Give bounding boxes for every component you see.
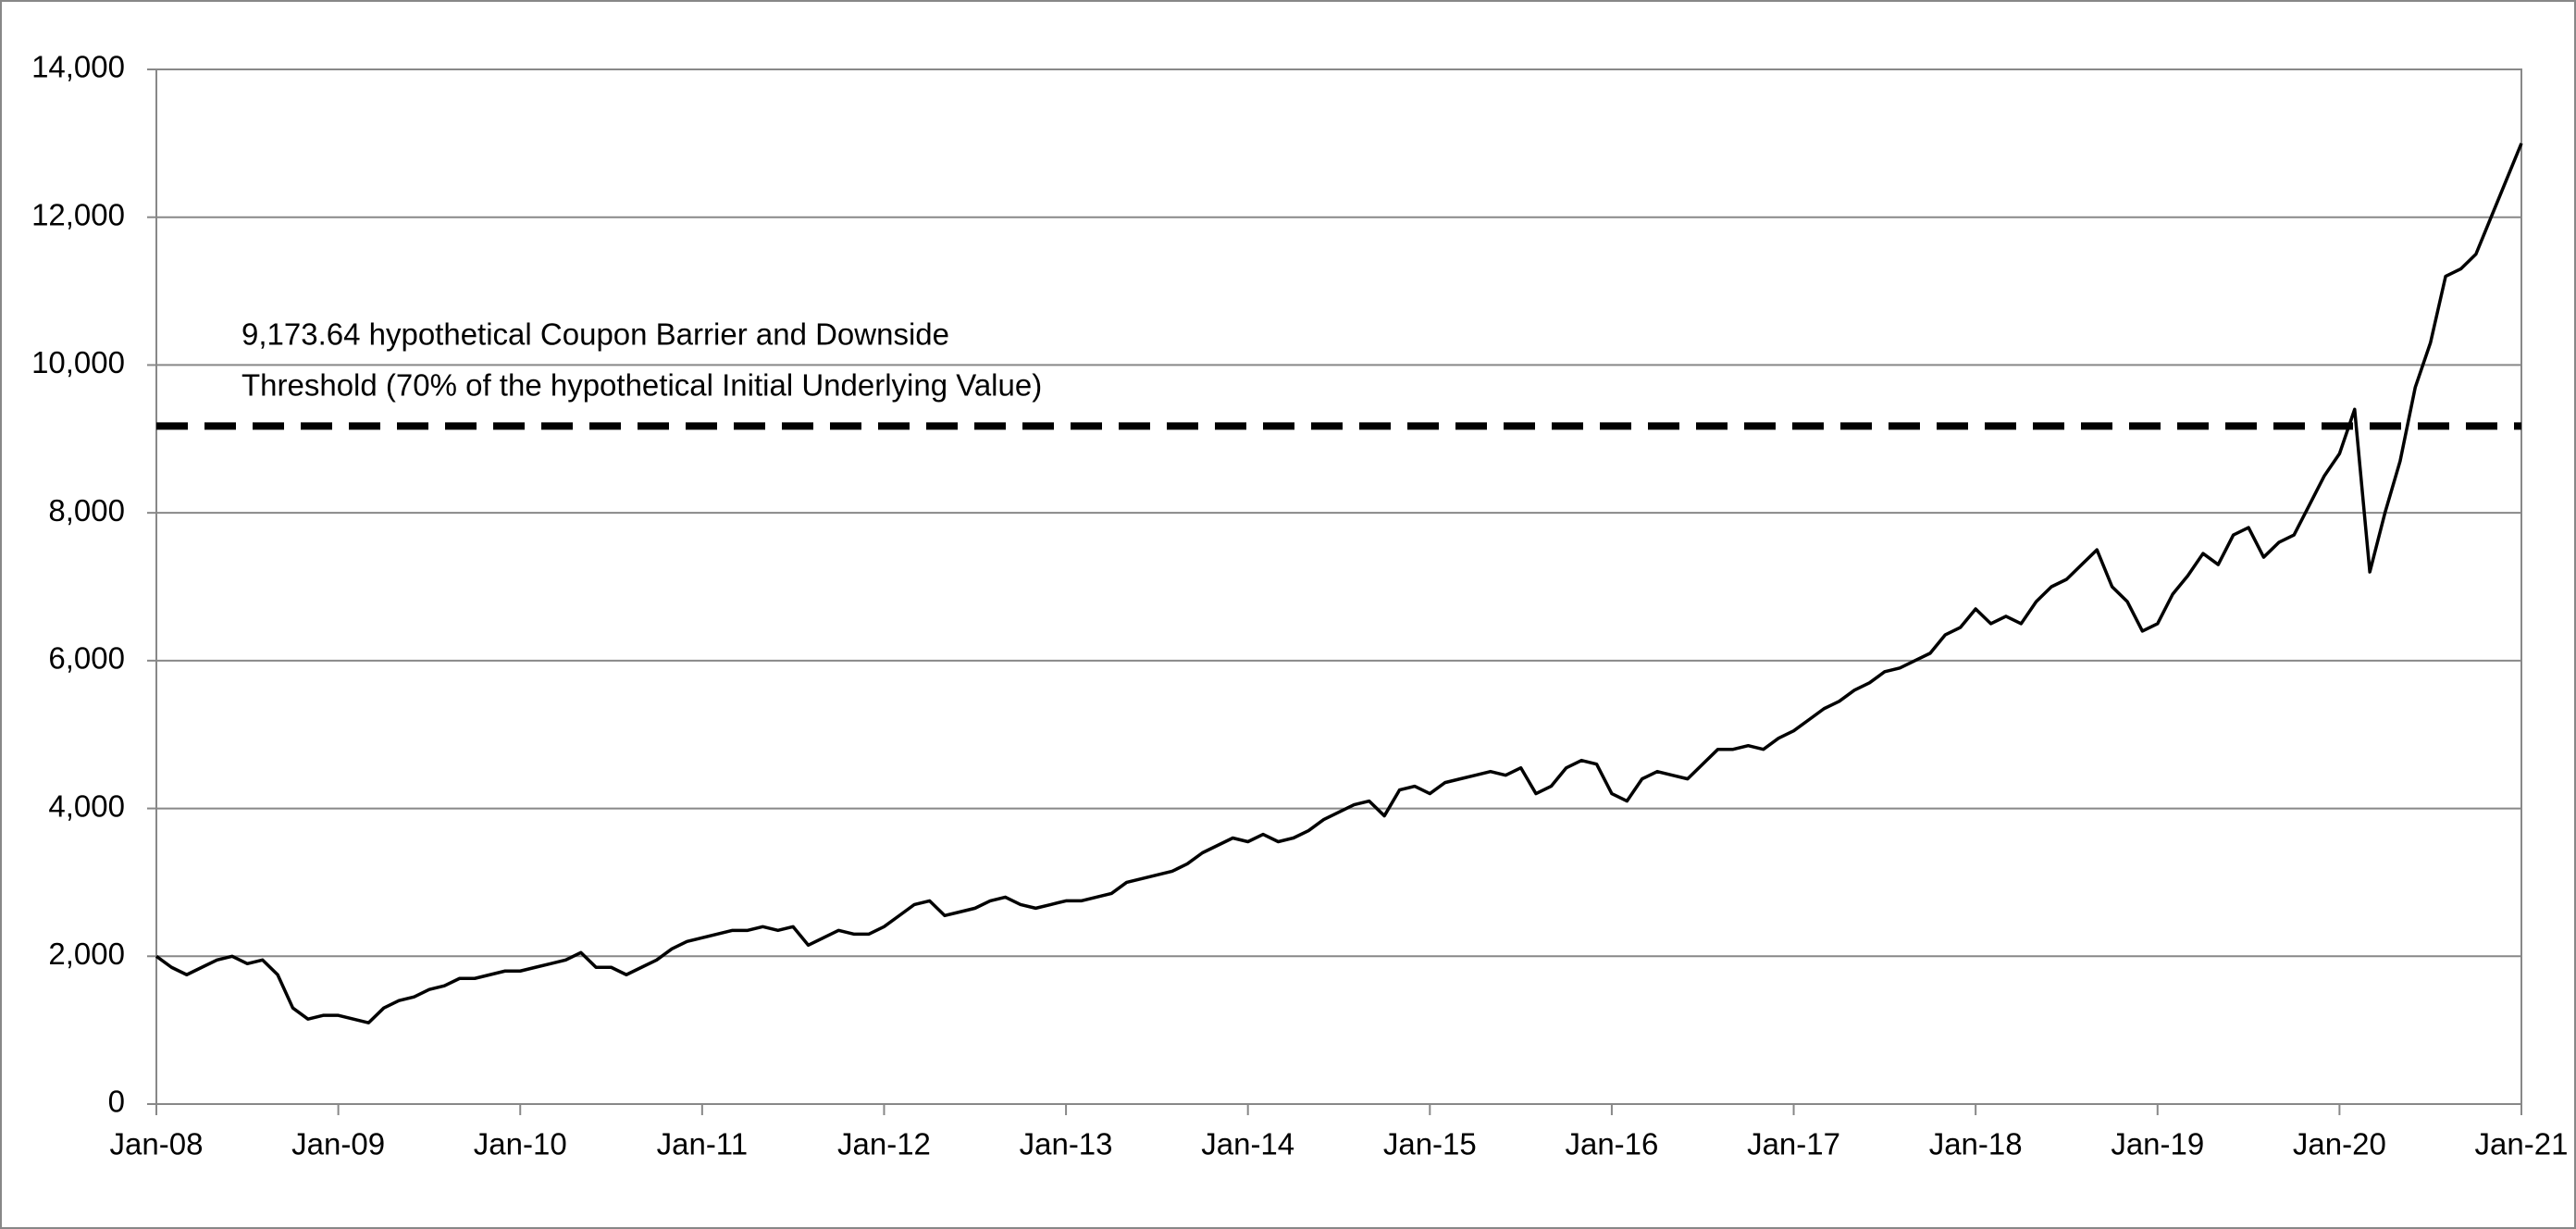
y-tick-label: 4,000 — [48, 788, 125, 823]
x-tick-label: Jan-13 — [1020, 1127, 1113, 1161]
x-tick-label: Jan-10 — [474, 1127, 567, 1161]
x-tick-label: Jan-15 — [1383, 1127, 1477, 1161]
x-tick-label: Jan-11 — [657, 1127, 748, 1161]
series-line — [155, 143, 2523, 1024]
y-tick-label: 14,000 — [31, 50, 125, 84]
x-tick-label: Jan-09 — [291, 1127, 385, 1161]
x-tick-label: Jan-17 — [1747, 1127, 1840, 1161]
y-tick-label: 2,000 — [48, 937, 125, 971]
annotation-text: 9,173.64 hypothetical Coupon Barrier and… — [242, 317, 949, 352]
x-tick-label: Jan-20 — [2293, 1127, 2386, 1161]
y-tick-label: 0 — [108, 1085, 125, 1119]
y-tick-label: 8,000 — [48, 493, 125, 528]
x-tick-label: Jan-12 — [837, 1127, 931, 1161]
x-tick-label: Jan-08 — [110, 1127, 204, 1161]
y-tick-label: 6,000 — [48, 641, 125, 676]
x-tick-label: Jan-16 — [1565, 1127, 1658, 1161]
x-tick-label: Jan-21 — [2475, 1127, 2569, 1161]
annotation-text: Threshold (70% of the hypothetical Initi… — [242, 368, 1042, 403]
x-tick-label: Jan-18 — [1929, 1127, 2023, 1161]
x-tick-label: Jan-19 — [2111, 1127, 2204, 1161]
y-tick-label: 10,000 — [31, 345, 125, 379]
y-tick-label: 12,000 — [31, 197, 125, 231]
plot-border — [155, 68, 2522, 1105]
x-tick-label: Jan-14 — [1201, 1127, 1294, 1161]
